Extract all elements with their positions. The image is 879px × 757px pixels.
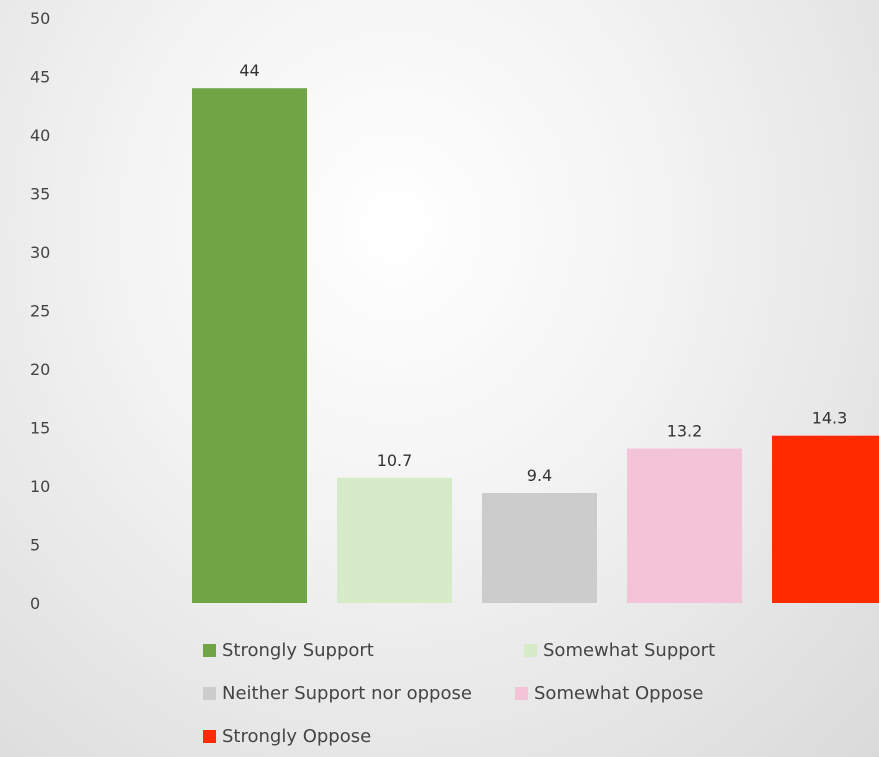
bar-strongly-support xyxy=(192,88,307,603)
legend-swatch-somewhat-oppose xyxy=(515,687,528,700)
legend-swatch-somewhat-support xyxy=(524,644,537,657)
y-tick-label-15: 15 xyxy=(30,419,50,438)
y-tick-label-10: 10 xyxy=(30,477,50,496)
bar-strongly-oppose xyxy=(772,435,879,603)
legend-item-somewhat-support: Somewhat Support xyxy=(524,640,715,661)
bar-neither-support-nor-oppose xyxy=(482,493,597,603)
data-label-neither-support-nor-oppose: 9.4 xyxy=(527,466,552,485)
y-tick-label-30: 30 xyxy=(30,243,50,262)
y-tick-label-45: 45 xyxy=(30,68,50,87)
legend-label-strongly-oppose: Strongly Oppose xyxy=(222,726,372,747)
bar-somewhat-oppose xyxy=(627,448,742,603)
y-tick-label-0: 0 xyxy=(30,594,40,613)
y-tick-label-5: 5 xyxy=(30,536,40,555)
y-tick-label-35: 35 xyxy=(30,185,50,204)
data-label-somewhat-support: 10.7 xyxy=(377,451,413,470)
legend-item-strongly-oppose: Strongly Oppose xyxy=(203,726,371,747)
y-tick-label-20: 20 xyxy=(30,360,50,379)
bar-somewhat-support xyxy=(337,477,452,603)
legend-swatch-strongly-oppose xyxy=(203,730,216,743)
data-label-strongly-oppose: 14.3 xyxy=(812,409,848,428)
legend-item-strongly-support: Strongly Support xyxy=(203,640,374,661)
legend-swatch-neither xyxy=(203,687,216,700)
legend-label-somewhat-support: Somewhat Support xyxy=(543,640,716,661)
legend-item-somewhat-oppose: Somewhat Oppose xyxy=(515,683,703,704)
y-tick-label-25: 25 xyxy=(30,302,50,321)
legend-label-somewhat-oppose: Somewhat Oppose xyxy=(534,683,704,704)
legend-swatch-strongly-support xyxy=(203,644,216,657)
legend-label-neither: Neither Support nor oppose xyxy=(222,683,472,704)
data-label-strongly-support: 44 xyxy=(239,61,259,80)
legend-label-strongly-support: Strongly Support xyxy=(222,640,374,661)
data-label-somewhat-oppose: 13.2 xyxy=(667,422,703,441)
y-tick-label-50: 50 xyxy=(30,9,50,28)
y-tick-label-40: 40 xyxy=(30,126,50,145)
legend-item-neither: Neither Support nor oppose xyxy=(203,683,472,704)
